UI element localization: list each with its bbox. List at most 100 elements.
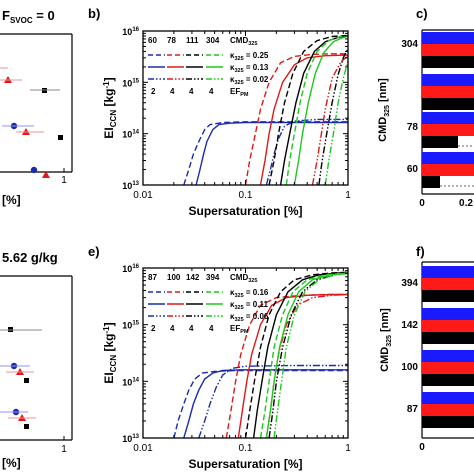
legend-kappa: κ325 = 0.16 xyxy=(230,288,269,299)
bar-black xyxy=(422,176,440,188)
left-bottom-title: 5.62 g/kg xyxy=(2,250,58,265)
panel-c-x-tick: 0.2 xyxy=(459,198,473,209)
panel-label-e: e) xyxy=(88,244,100,259)
y-axis-label: EICCN [kg-1] xyxy=(102,77,118,138)
bar-blue xyxy=(422,350,474,362)
panel-c-fragment: CMD325 [nm] 304 78 60 0 0.2 xyxy=(377,29,474,209)
series-line xyxy=(273,272,348,438)
legend-cmd-value: 111 xyxy=(186,36,199,45)
legend-cmd-value: 100 xyxy=(167,273,181,282)
panel-b-legend: 60 78 111 304 CMD325 κ325 = 0.25 κ325 = … xyxy=(148,36,269,98)
series-line xyxy=(293,35,348,185)
y-axis-label: EICCN [kg-1] xyxy=(102,322,118,383)
legend-kappa: κ325 = 0.13 xyxy=(230,63,269,74)
left-marker-triangle xyxy=(42,171,50,178)
left-top-tick-label: 1 xyxy=(61,175,67,186)
bar-black xyxy=(422,98,474,110)
series-line xyxy=(237,293,348,438)
legend-ef-value: 4 xyxy=(170,87,175,96)
panel-f-category: 142 xyxy=(401,320,418,331)
x-tick-label: 1 xyxy=(345,190,351,201)
bar-blue xyxy=(422,266,474,278)
legend-cmd-value: 304 xyxy=(206,36,220,45)
panel-c-category: 60 xyxy=(407,164,419,175)
panel-e-legend: 87 100 142 394 CMD325 κ325 = 0.16 κ325 =… xyxy=(148,273,269,335)
left-marker-square xyxy=(24,424,29,429)
legend-kappa: κ325 = 0.25 xyxy=(230,51,269,62)
bar-black xyxy=(422,290,474,302)
x-tick-label: 0.01 xyxy=(133,190,153,201)
panel-e-chart: 87 100 1 4 2 394 CMD325 κ325 = 0.16 κ325 =… xyxy=(102,264,351,471)
bar-blue xyxy=(422,74,474,86)
panel-e-axes: 1013 1014 1015 1016 0.01 0.1 1 Supersatu… xyxy=(102,264,351,471)
legend-cmd-value: 78 xyxy=(167,36,176,45)
series-line xyxy=(279,35,348,185)
panel-label-b: b) xyxy=(88,6,100,21)
left-marker-circle xyxy=(30,166,38,174)
bar-red xyxy=(422,86,474,98)
series-line xyxy=(195,121,348,185)
series-line xyxy=(252,271,348,438)
bar-blue xyxy=(422,392,474,404)
series-line xyxy=(259,272,348,438)
panel-label-c: c) xyxy=(416,6,428,21)
bar-red xyxy=(422,404,474,416)
y-tick-label: 1016 xyxy=(122,264,139,274)
bar-blue xyxy=(422,308,474,320)
panel-b-series-layer xyxy=(183,34,348,185)
bar-black xyxy=(422,136,458,148)
bar-blue xyxy=(422,32,474,44)
bar-red xyxy=(422,124,474,136)
bar-red xyxy=(422,320,474,332)
series-line xyxy=(318,48,348,185)
panel-label-f: f) xyxy=(416,244,425,259)
left-bottom-axis-unit: [%] xyxy=(2,456,21,470)
series-line xyxy=(324,60,348,185)
legend-ef-value: 4 xyxy=(189,87,194,96)
legend-cmd-value: 60 xyxy=(148,36,157,45)
y-tick-label: 1013 xyxy=(122,181,139,191)
panel-f-category: 394 xyxy=(401,278,418,289)
panel-f-category: 87 xyxy=(407,404,419,415)
bar-red xyxy=(422,278,474,290)
left-marker-square xyxy=(58,135,63,140)
y-tick-label: 1016 xyxy=(122,27,139,37)
series-line xyxy=(244,53,348,185)
series-line xyxy=(268,34,348,185)
bar-black xyxy=(422,416,474,428)
panel-b-axes: 1013 1014 1015 1016 0.01 0.1 1 Supersatu… xyxy=(102,27,351,218)
series-line xyxy=(183,369,348,438)
y-tick-label: 1015 xyxy=(122,78,139,88)
left-marker-square xyxy=(24,378,29,383)
legend-kappa: κ325 = 0.06 xyxy=(230,312,269,323)
legend-ef-value: 4 xyxy=(189,324,194,333)
legend-ef-value: 2 xyxy=(151,87,156,96)
left-panel-bottom-fragment: 5.62 g/kg 1 [%] xyxy=(0,250,73,470)
panel-f-fragment: CMD325 [nm] 394 142 100 87 0 xyxy=(379,261,474,453)
bar-red xyxy=(422,362,474,374)
bar-red xyxy=(422,44,474,56)
legend-cmd-value: 87 xyxy=(148,273,157,282)
left-bottom-tick-label: 1 xyxy=(61,444,67,455)
series-line xyxy=(265,272,348,438)
series-line xyxy=(311,55,348,185)
legend-ef-label: EFPM xyxy=(230,87,249,98)
legend-ef-value: 4 xyxy=(170,324,175,333)
series-line xyxy=(259,54,348,185)
legend-kappa: κ325 = 0.11 xyxy=(230,300,268,311)
legend-cmd-label: CMD325 xyxy=(230,273,257,284)
x-tick-label: 0.01 xyxy=(133,443,153,454)
bar-black xyxy=(422,332,474,344)
legend-ef-value: 2 xyxy=(151,324,156,333)
x-axis-label: Supersaturation [%] xyxy=(188,204,302,218)
x-tick-label: 0.1 xyxy=(239,443,253,454)
legend-cmd-value: 394 xyxy=(206,273,220,282)
panel-e-series-layer xyxy=(173,271,348,438)
x-axis-label: Supersaturation [%] xyxy=(188,457,302,471)
legend-cmd-label: CMD325 xyxy=(230,36,257,47)
legend-ef-value: 4 xyxy=(209,87,214,96)
x-tick-label: 0.1 xyxy=(239,190,253,201)
legend-ef-value: 4 xyxy=(209,324,214,333)
x-tick-label: 1 xyxy=(345,443,351,454)
